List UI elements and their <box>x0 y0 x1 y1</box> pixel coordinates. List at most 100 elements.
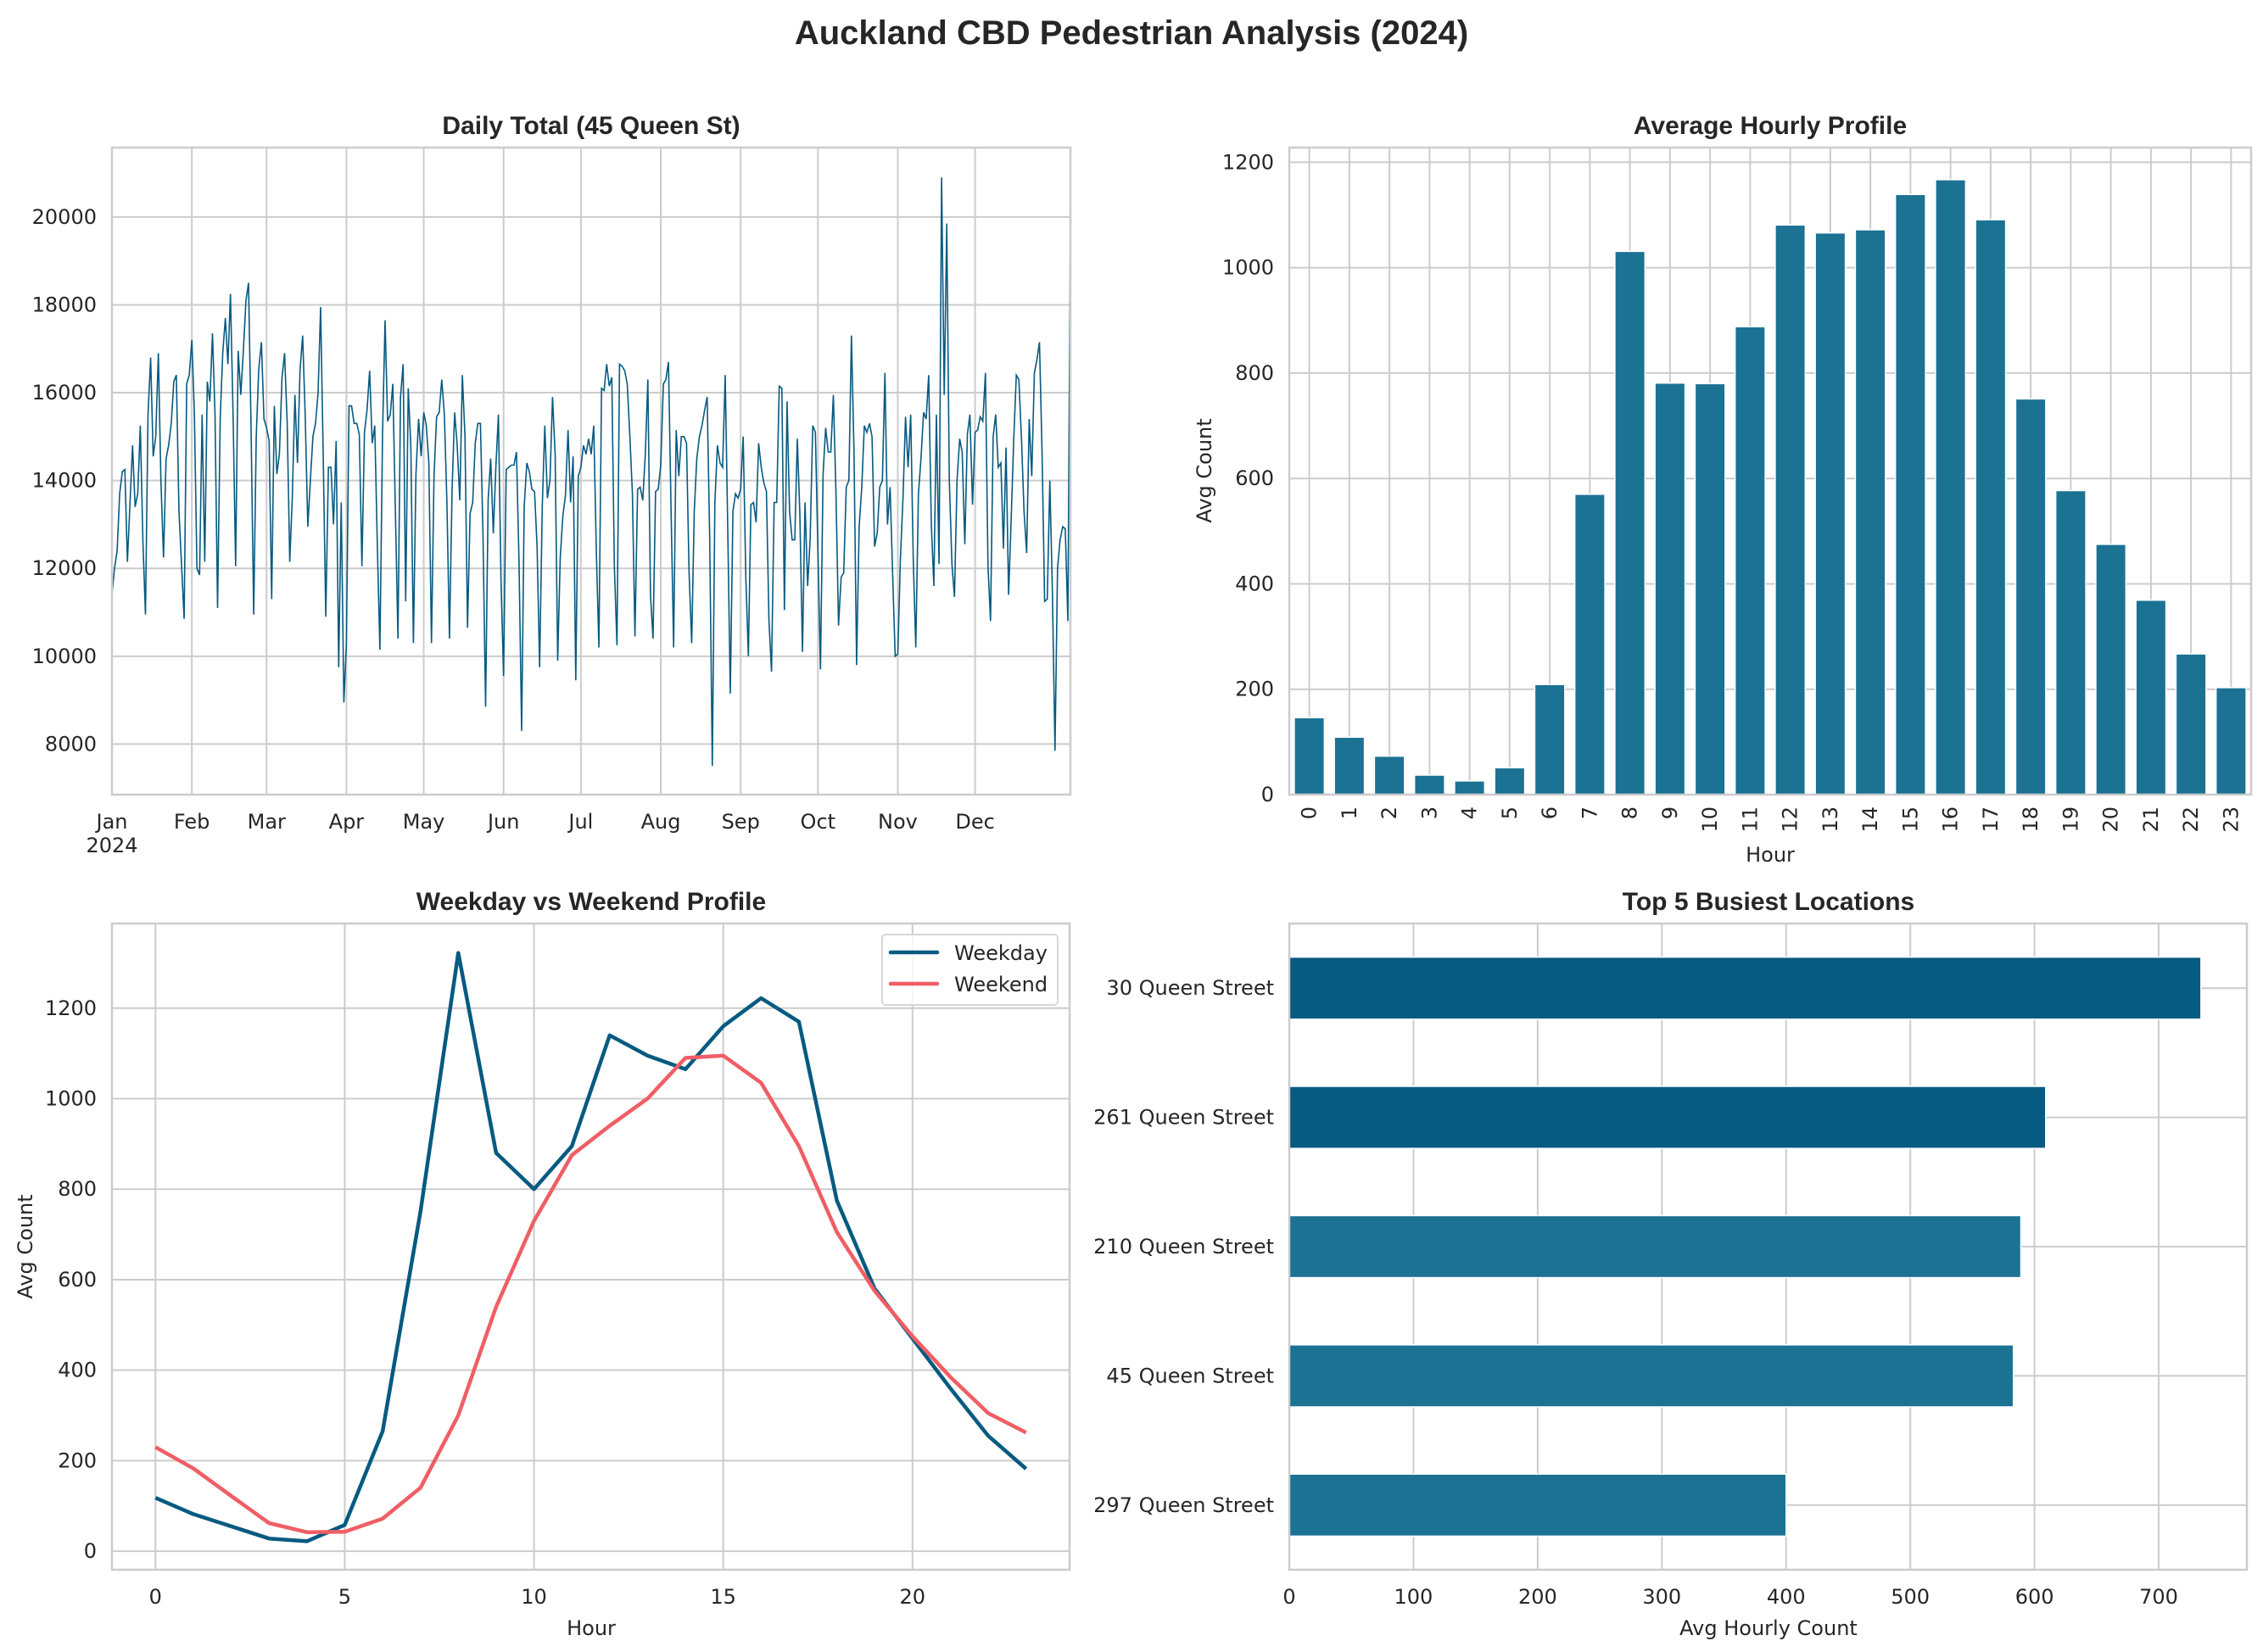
hourly-bar <box>1494 767 1526 795</box>
daily-x-tick-label: Jul <box>567 810 593 834</box>
hourly-y-tick-label: 400 <box>1235 572 1274 595</box>
hourly-x-tick-label: 10 <box>1698 806 1722 833</box>
hourly-bar <box>1774 224 1807 795</box>
hourly-x-tick-label: 22 <box>2179 806 2203 833</box>
weekday-weekend-gridlines <box>112 924 1070 1570</box>
daily-gridlines <box>111 148 1070 795</box>
top-location-bar <box>1288 1086 2047 1149</box>
hourly-x-tick-label: 6 <box>1538 806 1562 819</box>
weekday-weekend-y-tick-label: 600 <box>58 1268 97 1292</box>
weekday-weekend-x-tick-label: 10 <box>521 1585 547 1609</box>
daily-x-tick-label: Sep <box>722 810 760 834</box>
hourly-bar <box>1294 717 1326 795</box>
top-locations-x-tick-label: 600 <box>2015 1585 2054 1609</box>
daily-x-tick-label: Aug <box>641 810 681 834</box>
hourly-y-tick-label: 1200 <box>1222 150 1274 174</box>
daily-y-tick-label: 20000 <box>32 205 97 229</box>
hourly-bar <box>1333 736 1366 795</box>
top-location-label: 261 Queen Street <box>1093 1106 1274 1130</box>
daily-x-tick-label: Dec <box>955 810 994 834</box>
daily-x-tick-label: Apr <box>329 810 365 834</box>
legend-weekend-label: Weekend <box>954 973 1048 996</box>
hourly-bar <box>1534 684 1566 795</box>
daily-x-tick-label: Oct <box>801 810 836 834</box>
daily-x-tick-label: Feb <box>174 810 210 834</box>
hourly-x-tick-label: 16 <box>1939 806 1963 833</box>
hourly-axes-frame <box>1288 146 2253 796</box>
hourly-bar <box>1654 382 1686 795</box>
hourly-bar <box>1614 250 1646 795</box>
hourly-x-tick-label: 20 <box>2099 806 2123 833</box>
hourly-bar <box>1413 774 1445 795</box>
hourly-x-tick-label: 0 <box>1298 806 1321 819</box>
hourly-x-tick-label: 1 <box>1338 806 1361 819</box>
hourly-x-tick-label: 14 <box>1858 806 1882 833</box>
top-locations-title: Top 5 Busiest Locations <box>1623 888 1915 916</box>
top-location-label: 297 Queen Street <box>1093 1493 1274 1517</box>
daily-total-line <box>111 177 1071 767</box>
top-location-label: 45 Queen Street <box>1106 1364 1274 1387</box>
top-locations-x-label: Avg Hourly Count <box>1679 1616 1858 1640</box>
hourly-x-tick-label: 19 <box>2059 806 2082 833</box>
top-locations-x-tick-label: 300 <box>1642 1585 1681 1609</box>
hourly-bars <box>1294 179 2247 795</box>
hourly-x-tick-label: 9 <box>1658 806 1682 819</box>
weekday-line <box>154 951 1028 1543</box>
hourly-x-tick-label: 3 <box>1417 806 1441 819</box>
hourly-bar <box>1373 755 1405 795</box>
hourly-x-tick-label: 12 <box>1779 806 1802 833</box>
hourly-bar <box>2215 687 2247 795</box>
hourly-x-ticks: 0 1 2 3 4 5 6 7 8 9 10 11 12 13 14 15 16 17 18 19 20 21 22 23 <box>1298 806 2243 833</box>
daily-y-tick-label: 8000 <box>45 732 97 756</box>
weekday-weekend-y-tick-label: 1000 <box>45 1087 97 1111</box>
top-locations-x-tick-label: 100 <box>1394 1585 1433 1609</box>
top-locations-y-labels: 30 Queen Street 261 Queen Street 210 Queen… <box>1093 976 1274 1517</box>
hourly-y-tick-label: 1000 <box>1222 256 1274 280</box>
weekday-weekend-title: Weekday vs Weekend Profile <box>416 888 766 916</box>
daily-total-panel: Daily Total (45 Queen St) 8000 10000 12000… <box>32 112 1072 857</box>
weekday-weekend-y-tick-label: 200 <box>58 1448 97 1472</box>
hourly-bar <box>2054 489 2087 795</box>
hourly-x-tick-label: 5 <box>1498 806 1522 819</box>
hourly-y-ticks: 0 200 400 600 800 1000 1200 <box>1222 150 1274 806</box>
hourly-x-tick-label: 8 <box>1618 806 1642 819</box>
weekday-weekend-x-tick-label: 0 <box>149 1585 162 1609</box>
hourly-x-tick-label: 13 <box>1819 806 1842 833</box>
top-locations-panel: Top 5 Busiest Locations 30 Queen Street 2… <box>1093 888 2249 1640</box>
top-locations-x-ticks: 0 100 200 300 400 500 600 700 <box>1282 1585 2178 1609</box>
weekday-weekend-y-tick-label: 800 <box>58 1177 97 1201</box>
weekday-weekend-x-tick-label: 5 <box>338 1585 351 1609</box>
weekday-weekend-legend: Weekday Weekend <box>881 934 1059 1006</box>
daily-x-ticks: Jan Feb Mar Apr May Jun Jul Aug Sep Oct Nov Dec 2024 <box>86 810 994 857</box>
hourly-profile-title: Average Hourly Profile <box>1634 112 1907 140</box>
top-location-label: 210 Queen Street <box>1093 1235 1274 1259</box>
figure-suptitle: Auckland CBD Pedestrian Analysis (2024) <box>795 14 1468 52</box>
daily-total-title: Daily Total (45 Queen St) <box>442 112 740 140</box>
weekday-weekend-lines <box>154 951 1028 1543</box>
weekday-weekend-panel: Weekday vs Weekend Profile 0200400600800… <box>14 888 1071 1640</box>
daily-x-tick-label: Jan <box>95 810 128 834</box>
legend-weekday-label: Weekday <box>954 941 1048 965</box>
hourly-bar <box>1454 780 1486 795</box>
hourly-bar <box>2095 544 2127 795</box>
hourly-bar <box>1814 232 1847 795</box>
top-locations-x-tick-label: 700 <box>2139 1585 2178 1609</box>
daily-x-tick-label: Nov <box>878 810 918 834</box>
daily-x-tick-label: Mar <box>248 810 286 834</box>
daily-y-tick-label: 16000 <box>32 381 97 405</box>
weekday-weekend-x-label: Hour <box>567 1616 616 1640</box>
weekday-weekend-y-ticks: 0 200 400 600 800 1000 1200 <box>45 996 97 1563</box>
top-location-bar <box>1288 956 2202 1020</box>
daily-y-tick-label: 12000 <box>32 556 97 580</box>
daily-x-year-label: 2024 <box>86 834 137 857</box>
hourly-x-tick-label: 7 <box>1578 806 1601 819</box>
hourly-x-label: Hour <box>1746 843 1795 867</box>
top-location-bar <box>1288 1344 2014 1408</box>
weekday-weekend-y-tick-label: 1200 <box>45 996 97 1020</box>
hourly-profile-panel: Average Hourly Profile 02004006008001000… <box>1193 112 2253 867</box>
daily-y-tick-label: 10000 <box>32 645 97 668</box>
hourly-bar <box>1894 193 1926 795</box>
hourly-y-tick-label: 0 <box>1261 783 1274 806</box>
weekday-weekend-y-label: Avg Count <box>14 1194 37 1298</box>
hourly-y-tick-label: 200 <box>1235 678 1274 701</box>
